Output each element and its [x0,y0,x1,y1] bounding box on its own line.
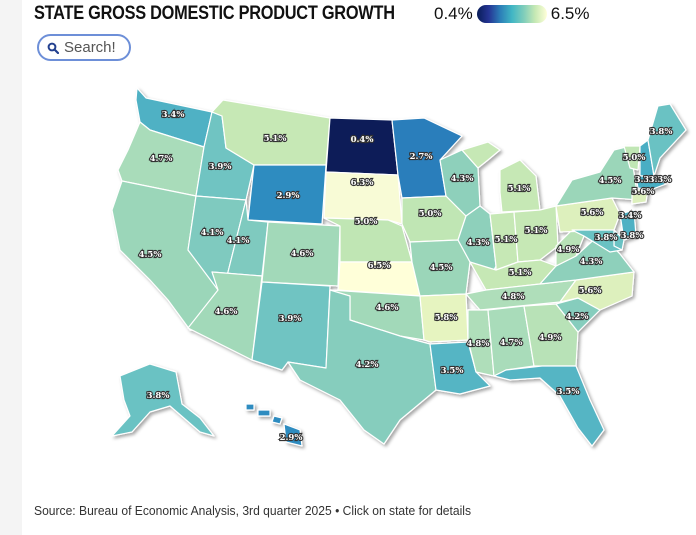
state-value-wy: 2.9% [277,191,300,201]
search-box[interactable] [37,34,131,61]
state-value-nm: 3.9% [279,314,302,324]
state-sd[interactable] [323,171,403,225]
legend-min-label: 0.4% [434,4,473,23]
state-value-nj: 3.4% [619,211,642,221]
legend-color-scale [476,5,547,23]
state-value-nd: 0.4% [351,135,374,145]
state-value-or: 4.7% [150,154,173,164]
state-ak[interactable] [111,363,215,437]
state-value-il: 4.3% [467,238,490,248]
state-value-nv: 4.1% [201,228,224,238]
state-value-ny: 4.5% [599,176,622,186]
state-value-ne: 5.0% [355,217,378,227]
state-value-az: 4.6% [215,307,238,317]
state-value-wv: 4.9% [557,245,580,255]
state-hi[interactable] [245,403,303,447]
state-value-me: 3.8% [650,127,673,137]
state-value-id: 3.9% [209,162,232,172]
state-value-pa: 5.6% [581,208,604,218]
state-value-ca: 4.5% [139,250,162,260]
state-value-ar: 5.8% [435,313,458,323]
state-ar[interactable] [419,293,469,343]
state-me[interactable] [647,103,687,177]
state-value-mt: 5.1% [264,134,287,144]
state-value-tx: 4.2% [356,360,379,370]
state-value-ms: 4.8% [467,339,490,349]
state-tx[interactable] [287,289,437,445]
state-value-in: 5.1% [495,235,518,245]
state-value-ma: 3.3% [649,175,672,185]
state-value-ct: 5.6% [632,187,655,197]
state-md[interactable] [571,229,623,253]
state-value-ut: 4.1% [227,236,250,246]
search-input[interactable] [59,39,126,56]
state-value-mi: 5.1% [508,184,531,194]
map-header: STATE GROSS DOMESTIC PRODUCT GROWTH 0.4%… [34,2,590,26]
state-value-md: 3.8% [595,233,618,243]
state-vt[interactable] [623,145,641,171]
state-value-sd: 6.3% [351,178,374,188]
state-ms[interactable] [467,309,495,377]
state-value-hi: 2.9% [280,433,303,443]
map-title: STATE GROSS DOMESTIC PRODUCT GROWTH [34,3,395,24]
left-margin-strip [0,0,22,535]
state-value-co: 4.6% [291,249,314,259]
search-icon [47,42,59,54]
state-value-ok: 4.6% [376,303,399,313]
state-value-ga: 4.9% [539,333,562,343]
state-value-vt: 5.0% [623,153,646,163]
state-value-va: 4.3% [580,257,603,267]
state-nj[interactable] [619,209,637,241]
state-value-sc: 4.2% [566,312,589,322]
state-value-ky: 5.1% [509,268,532,278]
state-wv[interactable] [555,229,585,267]
state-fl[interactable] [493,365,605,447]
state-wy[interactable] [247,164,327,225]
state-value-la: 3.5% [441,366,464,376]
state-value-ks: 6.5% [368,261,391,271]
state-value-tn: 4.8% [502,292,525,302]
state-value-nc: 5.6% [579,286,602,296]
state-value-wa: 3.4% [162,110,185,120]
state-nd[interactable] [325,117,399,176]
state-value-ia: 5.0% [419,209,442,219]
state-ct[interactable] [631,189,649,205]
state-ma[interactable] [635,175,667,191]
legend-max-label: 6.5% [550,4,590,23]
state-value-ak: 3.8% [147,391,170,401]
state-value-nh: 3.3% [635,175,658,185]
state-value-oh: 5.1% [525,226,548,236]
state-value-wi: 4.3% [451,174,474,184]
state-value-mn: 2.7% [410,152,433,162]
state-value-de: 3.8% [621,231,644,241]
state-value-al: 4.7% [500,338,523,348]
state-value-mo: 4.5% [430,263,453,273]
state-value-fl: 3.5% [557,387,580,397]
source-note: Source: Bureau of Economic Analysis, 3rd… [34,503,472,518]
state-nm[interactable] [251,281,331,371]
